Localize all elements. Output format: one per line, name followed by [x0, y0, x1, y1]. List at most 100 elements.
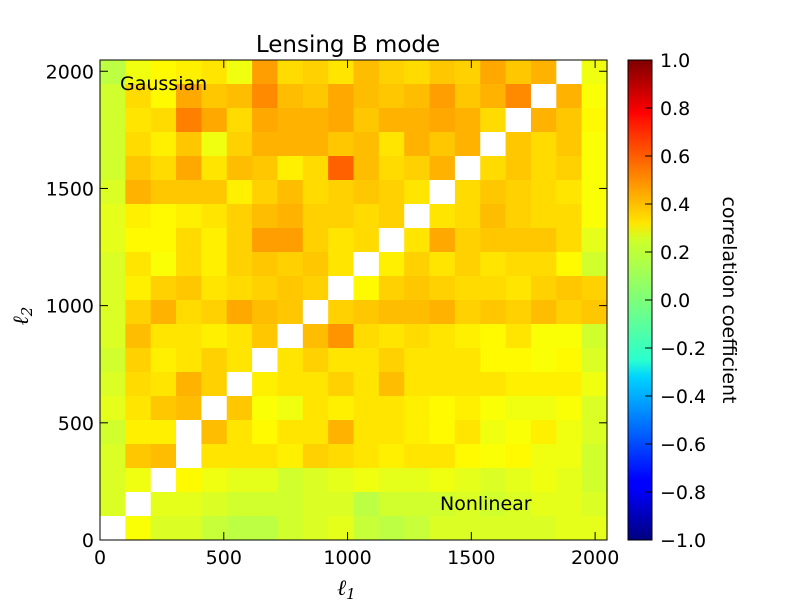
- heatmap-cell: [530, 84, 557, 109]
- heatmap-cell: [454, 204, 481, 229]
- heatmap-cell: [277, 180, 304, 205]
- heatmap-cell: [378, 420, 405, 445]
- heatmap-cell: [404, 348, 430, 373]
- heatmap-cell: [454, 444, 481, 469]
- heatmap-cell: [429, 372, 456, 397]
- heatmap-cell: [252, 324, 278, 349]
- heatmap-cell: [429, 60, 456, 85]
- heatmap-cell: [125, 468, 152, 493]
- heatmap-cell: [150, 420, 177, 445]
- heatmap-cell: [176, 252, 202, 277]
- heatmap-cell: [378, 252, 405, 277]
- heatmap-cell: [201, 108, 228, 133]
- colorbar-tick-label: −0.6: [660, 434, 706, 456]
- heatmap-cell: [176, 156, 202, 181]
- heatmap-cell: [505, 276, 532, 301]
- heatmap-cell: [226, 180, 253, 205]
- heatmap-cell: [201, 492, 228, 517]
- heatmap-cell: [429, 348, 456, 373]
- y-axis-label-main: ℓ: [9, 315, 34, 325]
- y-axis-label-sub: 2: [18, 307, 36, 318]
- y-tick-label: 1000: [46, 296, 94, 318]
- heatmap-cell: [100, 132, 126, 157]
- heatmap-cell: [505, 516, 532, 541]
- colorbar-tick-label: 0.6: [660, 146, 690, 168]
- heatmap-cell: [530, 492, 557, 517]
- heatmap-cell: [150, 228, 177, 253]
- heatmap-cell: [530, 228, 557, 253]
- heatmap-cell: [378, 348, 405, 373]
- heatmap-cell: [328, 348, 354, 373]
- heatmap-cell: [277, 420, 304, 445]
- heatmap-cell: [125, 108, 152, 133]
- heatmap-cell: [302, 324, 329, 349]
- heatmap-cell: [150, 444, 177, 469]
- heatmap-cell: [505, 420, 532, 445]
- heatmap-cell: [429, 180, 456, 205]
- heatmap-cell: [125, 276, 152, 301]
- heatmap-cell: [226, 156, 253, 181]
- heatmap-cell: [226, 300, 253, 325]
- heatmap-cell: [226, 60, 253, 85]
- heatmap-cell: [176, 300, 202, 325]
- heatmap-cell: [100, 156, 126, 181]
- heatmap-cell: [404, 180, 430, 205]
- heatmap-cell: [150, 276, 177, 301]
- heatmap-cell: [581, 204, 608, 229]
- heatmap-cell: [201, 516, 228, 541]
- heatmap-cell: [277, 516, 304, 541]
- heatmap-cell: [150, 156, 177, 181]
- heatmap-cell: [277, 444, 304, 469]
- heatmap-cell: [429, 84, 456, 109]
- heatmap-cell: [556, 444, 583, 469]
- heatmap-cell: [556, 84, 583, 109]
- heatmap-cell: [429, 420, 456, 445]
- heatmap-cell: [226, 132, 253, 157]
- heatmap-cell: [556, 252, 583, 277]
- heatmap-cell: [378, 324, 405, 349]
- heatmap-cell: [328, 156, 354, 181]
- heatmap-cell: [302, 132, 329, 157]
- heatmap-cell: [328, 324, 354, 349]
- heatmap-cell: [201, 252, 228, 277]
- heatmap-cell: [328, 132, 354, 157]
- heatmap-cell: [150, 492, 177, 517]
- heatmap-cell: [252, 132, 278, 157]
- heatmap-cell: [556, 228, 583, 253]
- heatmap-cell: [302, 252, 329, 277]
- heatmap-cell: [302, 444, 329, 469]
- heatmap-cell: [252, 276, 278, 301]
- heatmap-cell: [581, 228, 608, 253]
- heatmap-cell: [581, 492, 608, 517]
- colorbar-tick-label: 0.4: [660, 194, 690, 216]
- heatmap-cell: [454, 252, 481, 277]
- heatmap-cell: [150, 108, 177, 133]
- heatmap-cell: [353, 276, 380, 301]
- axis-ticks: 0 500 1000 1500 2000 0 500 1000 1500 2000: [46, 60, 619, 569]
- heatmap-cell: [429, 396, 456, 421]
- x-tick-label: 2000: [571, 547, 619, 569]
- heatmap-cell: [378, 396, 405, 421]
- heatmap-cell: [150, 348, 177, 373]
- heatmap-cell: [378, 492, 405, 517]
- heatmap-cell: [530, 132, 557, 157]
- heatmap-cell: [226, 492, 253, 517]
- heatmap-cell: [480, 468, 506, 493]
- heatmap-cell: [353, 84, 380, 109]
- heatmap-cell: [226, 204, 253, 229]
- heatmap-cell: [404, 468, 430, 493]
- heatmap-cell: [277, 252, 304, 277]
- heatmap-cell: [125, 516, 152, 541]
- heatmap-cell: [353, 468, 380, 493]
- heatmap-cell: [125, 84, 152, 109]
- heatmap-cell: [226, 468, 253, 493]
- heatmap-cell: [100, 228, 126, 253]
- heatmap-cell: [100, 516, 126, 541]
- heatmap-cell: [100, 252, 126, 277]
- heatmap-cell: [429, 468, 456, 493]
- heatmap-cell: [480, 156, 506, 181]
- heatmap-cell: [328, 372, 354, 397]
- heatmap-cell: [581, 420, 608, 445]
- heatmap-cell: [150, 180, 177, 205]
- heatmap-cell: [277, 228, 304, 253]
